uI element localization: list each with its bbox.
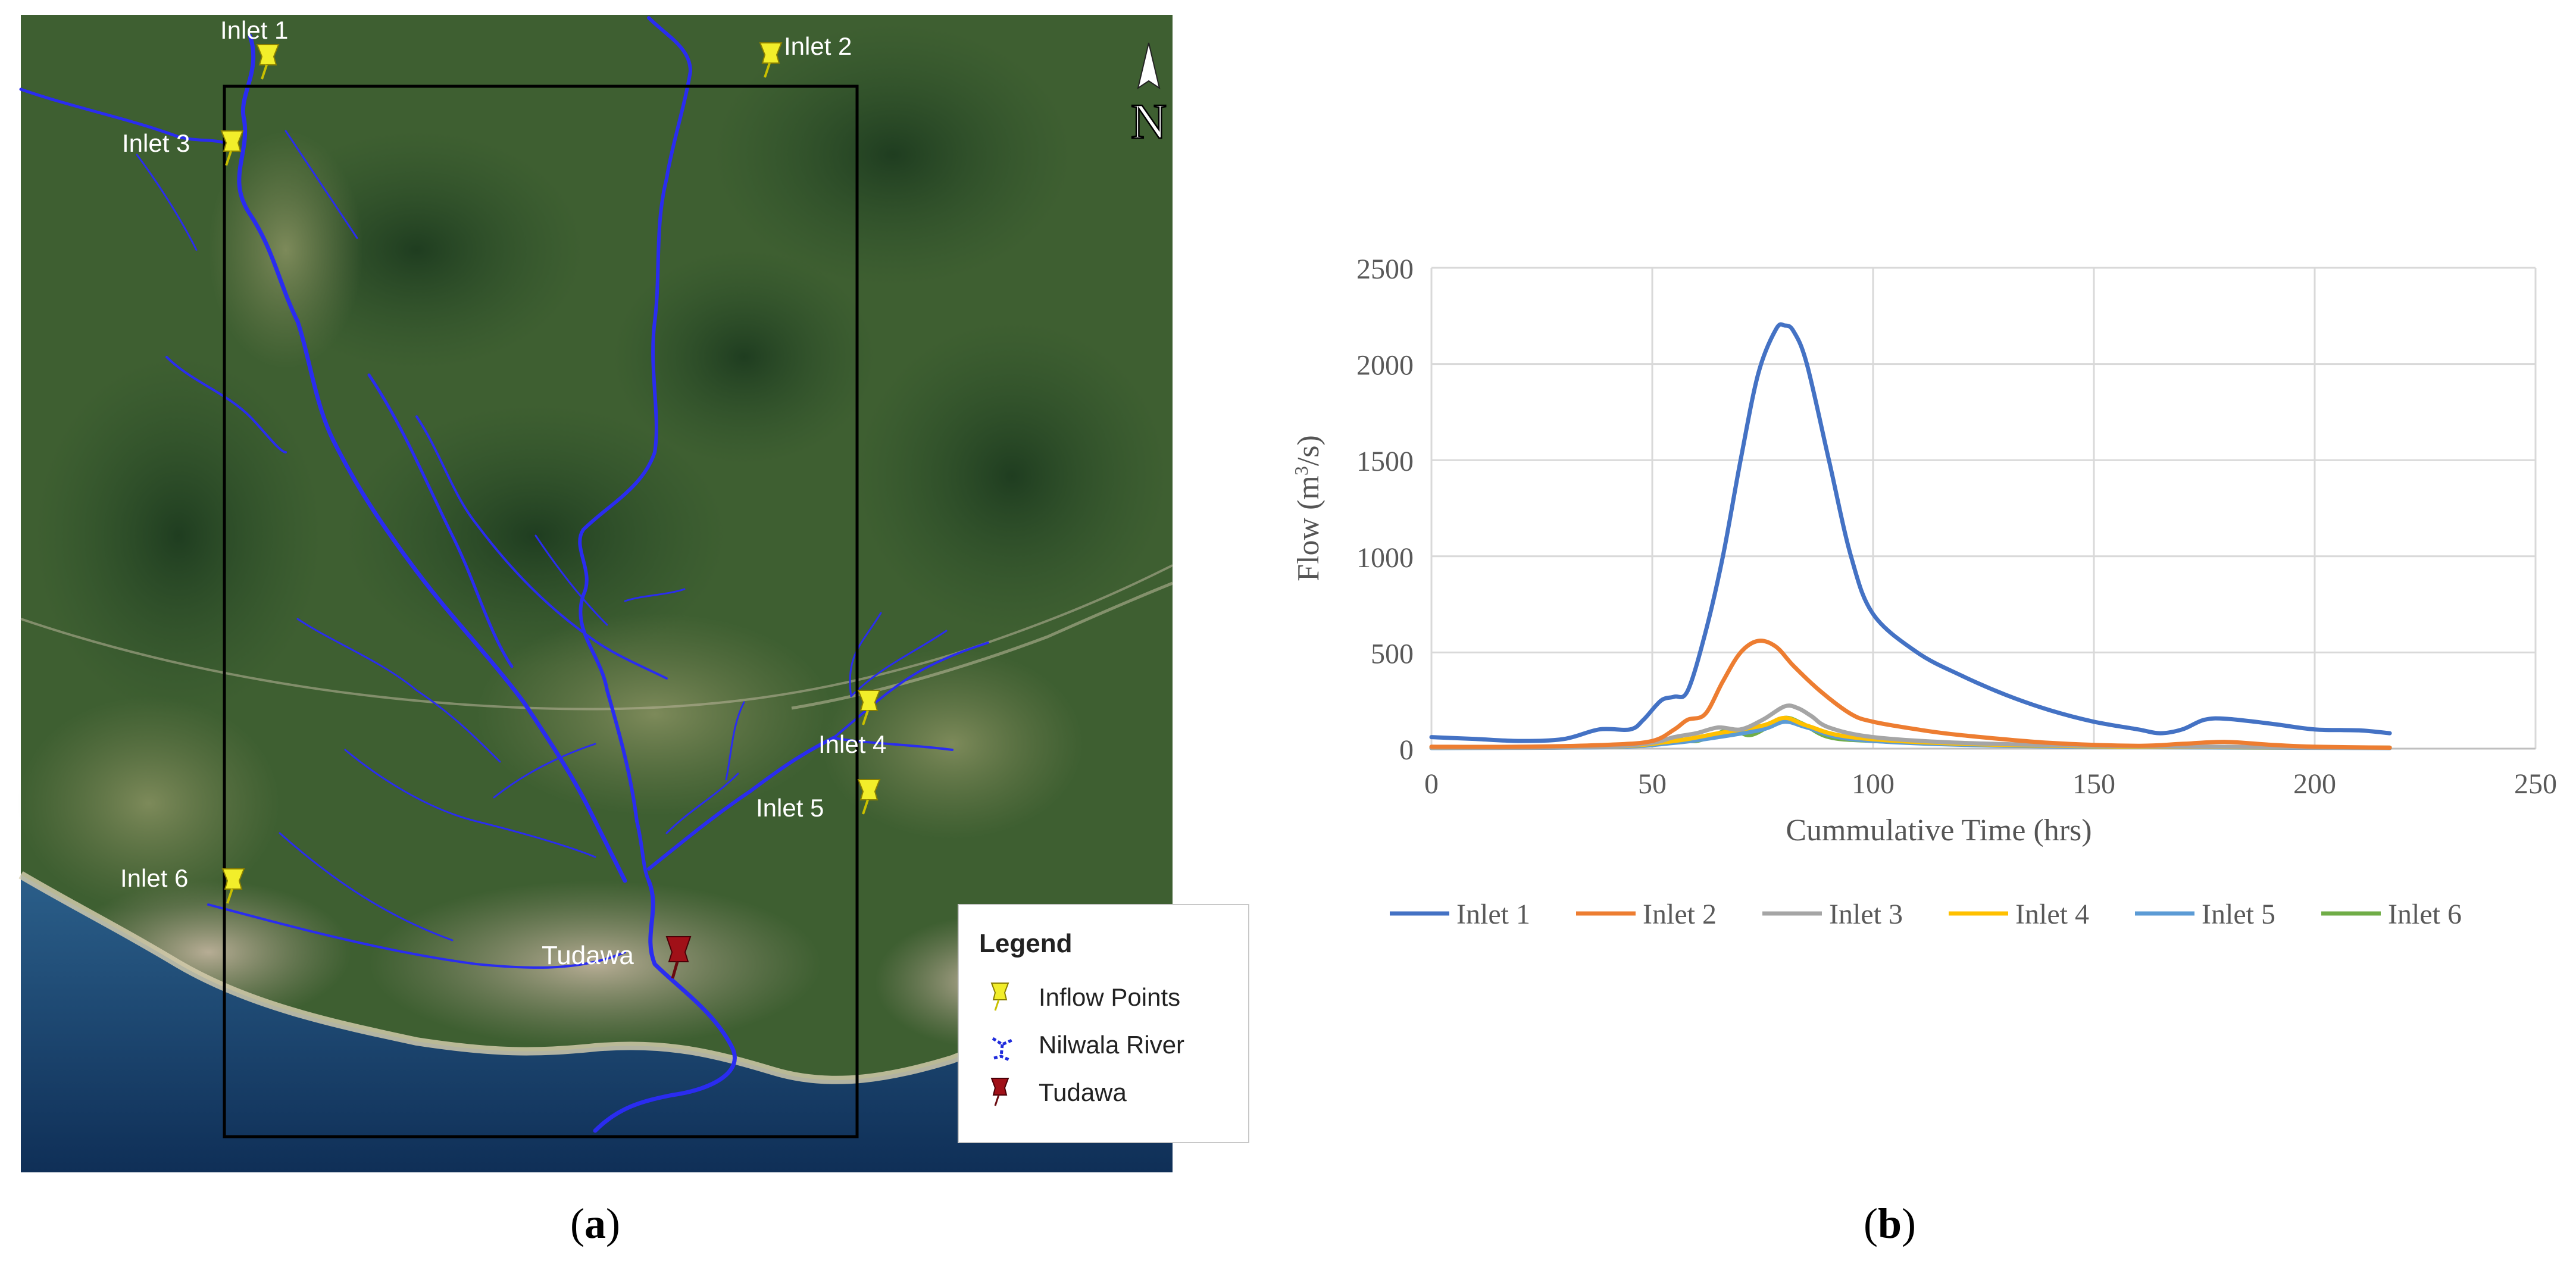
caption-a: (a) [570,1200,620,1247]
tudawa-marker: Tudawa [542,936,692,979]
series-line-inlet-2 [1429,639,2392,750]
nilwala-river-network [19,16,989,1133]
caption-b: (b) [1864,1200,1916,1247]
x-tick-label: 150 [2072,768,2115,800]
legend-entry: Inlet 4 [1949,899,2089,930]
study-area-boundary [223,85,859,1138]
map-legend: Legend Inflow Points Nilwala River Tudaw… [958,904,1249,1143]
inlet-3-marker: Inlet 3 [122,129,244,166]
legend-label: Inlet 4 [2015,899,2089,930]
chart-tick-labels: 0 500 1000 1500 2000 2500 0 50 100 150 200 250 [1356,254,2557,800]
y-tick-label: 1000 [1356,542,1414,574]
inlet-5-marker: Inlet 5 [756,779,881,822]
pushpin-icon [256,44,280,65]
legend-item-tudawa: Tudawa [990,1078,1127,1106]
legend-item-inflow-points: Inflow Points [990,983,1180,1011]
chart-legend: Inlet 1 Inlet 2 Inlet 3 Inlet 4 Inlet 5 Inlet… [1390,899,2462,930]
y-tick-label: 500 [1371,638,1414,669]
x-axis-label: Cummulative Time (hrs) [1786,814,2092,847]
pushpin-icon [857,779,881,800]
x-tick-label: 50 [1638,768,1667,800]
legend-label: Inlet 6 [2388,899,2462,930]
figure-b-chart-panel: 0 500 1000 1500 2000 2500 0 50 100 150 200 250 Flow… [1290,254,2557,1247]
river-network-icon [992,1037,1013,1062]
legend-label: Nilwala River [1039,1031,1184,1059]
x-tick-label: 0 [1424,768,1439,800]
pushpin-icon [857,690,881,711]
inlet-label: Inlet 5 [756,794,824,822]
y-tick-label: 2000 [1356,350,1414,381]
legend-entry: Inlet 1 [1390,899,1530,930]
north-label: N [1131,94,1167,149]
inlet-label: Inlet 2 [784,32,852,60]
inlet-label: Inlet 3 [122,129,190,157]
legend-label: Inlet 1 [1456,899,1530,930]
pushpin-icon [221,868,245,890]
pushpin-icon [665,936,692,962]
pushpin-icon [220,130,244,152]
inlet-4-marker: Inlet 4 [818,690,886,758]
chart-series [1429,322,2392,750]
series-line-inlet-1 [1429,322,2392,743]
figure-a-map-panel: N Inlet 1 Inlet 2 Inlet 3 Inlet 4 Inlet … [18,15,1249,1247]
legend-label: Inlet 2 [1643,899,1717,930]
y-tick-label: 1500 [1356,446,1414,477]
inlet-label: Inlet 6 [120,864,188,892]
inlet-label: Inlet 1 [220,16,288,44]
legend-entry: Inlet 5 [2135,899,2275,930]
legend-label: Inflow Points [1039,983,1180,1011]
north-arrow-icon [1137,42,1161,90]
legend-title: Legend [979,929,1072,958]
road [791,581,1173,710]
y-tick-label: 0 [1399,734,1414,766]
sea [21,875,1173,1172]
y-tick-label: 2500 [1356,254,1414,285]
x-tick-label: 100 [1852,768,1895,800]
pushpin-icon [759,42,783,64]
legend-entry: Inlet 6 [2321,899,2462,930]
inlet-pins: Inlet 1 Inlet 2 Inlet 3 Inlet 4 Inlet 5 … [120,16,886,979]
north-arrow: N [1130,42,1168,150]
y-axis-label: Flow (m3/s) [1290,435,1325,581]
chart-gridlines [1430,267,2537,750]
inlet-1-marker: Inlet 1 [220,16,288,80]
inlet-6-marker: Inlet 6 [120,864,245,904]
legend-label: Inlet 3 [1829,899,1903,930]
inlet-2-marker: Inlet 2 [759,32,852,78]
x-tick-label: 200 [2293,768,2336,800]
legend-label: Tudawa [1039,1078,1127,1106]
road [20,564,1173,711]
inlet-label: Inlet 4 [818,730,886,758]
tudawa-label: Tudawa [542,941,634,970]
legend-label: Inlet 5 [2202,899,2275,930]
pushpin-icon [990,1078,1009,1096]
legend-item-nilwala-river: Nilwala River [992,1031,1184,1062]
legend-entry: Inlet 2 [1576,899,1717,930]
x-tick-label: 250 [2514,768,2557,800]
legend-entry: Inlet 3 [1762,899,1903,930]
pushpin-icon [990,983,1009,1000]
